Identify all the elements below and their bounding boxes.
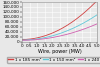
Line: 1 x 150 mm²: 1 x 150 mm² xyxy=(22,15,97,40)
1 x 240 mm² xyxy=(85,28,86,29)
1 x 185 mm² xyxy=(85,11,86,12)
1 x 150 mm² xyxy=(96,14,98,15)
1 x 185 mm² xyxy=(96,0,98,1)
Legend: 1 x 185 mm², 1 x 150 mm², 1 x 240 mm²: 1 x 185 mm², 1 x 150 mm², 1 x 240 mm² xyxy=(7,57,100,63)
Line: 1 x 185 mm²: 1 x 185 mm² xyxy=(22,1,97,40)
1 x 185 mm² xyxy=(67,24,69,25)
1 x 150 mm² xyxy=(67,30,69,31)
1 x 240 mm² xyxy=(89,26,91,27)
1 x 185 mm² xyxy=(21,39,23,40)
Line: 1 x 240 mm²: 1 x 240 mm² xyxy=(22,24,97,40)
1 x 150 mm² xyxy=(85,22,86,23)
1 x 185 mm² xyxy=(89,7,91,8)
X-axis label: Wire, power (MW): Wire, power (MW) xyxy=(38,49,81,54)
1 x 240 mm² xyxy=(22,40,23,41)
1 x 240 mm² xyxy=(66,34,67,35)
Y-axis label: Conductor cross-section (mm²): Conductor cross-section (mm²) xyxy=(0,0,2,60)
1 x 240 mm² xyxy=(96,23,98,24)
1 x 185 mm² xyxy=(22,39,23,40)
1 x 185 mm² xyxy=(66,25,67,26)
1 x 240 mm² xyxy=(21,40,23,41)
1 x 240 mm² xyxy=(66,34,67,35)
1 x 150 mm² xyxy=(89,19,91,20)
1 x 185 mm² xyxy=(66,25,67,26)
